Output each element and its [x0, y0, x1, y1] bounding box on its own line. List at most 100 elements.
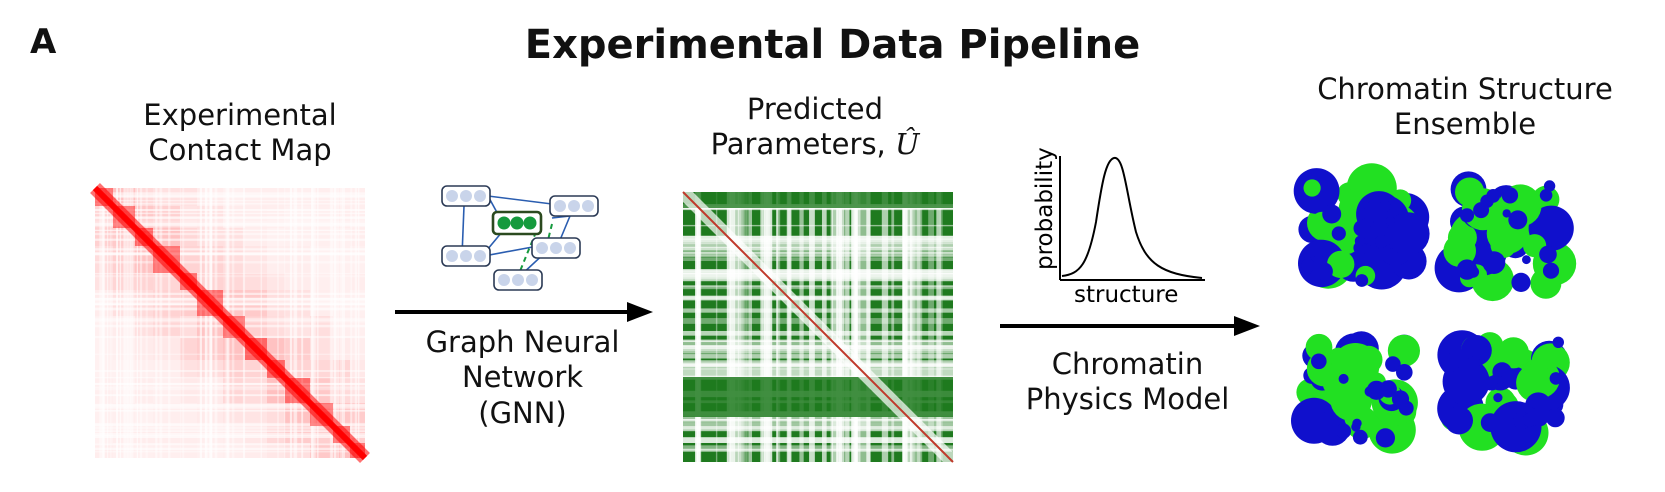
- parameter-stripe: [683, 254, 953, 257]
- parameter-stripe: [733, 192, 739, 462]
- gnn-node: [441, 185, 491, 207]
- parameter-stripe: [683, 251, 953, 255]
- contact-stripe: [95, 297, 365, 301]
- contact-block: [95, 228, 113, 246]
- contact-stripe: [95, 252, 365, 256]
- parameter-dark-band: [683, 192, 953, 208]
- chromatin-bead: [1486, 189, 1501, 203]
- gnn-caption: Graph Neural Network (GNN): [405, 325, 640, 431]
- parameter-stripe: [683, 270, 953, 278]
- parameter-dark-band: [683, 377, 953, 417]
- contact-stripe: [95, 426, 365, 430]
- parameter-stripe: [748, 192, 753, 462]
- parameter-stripe: [683, 448, 953, 452]
- contact-block: [350, 403, 365, 426]
- parameter-stripe: [683, 418, 953, 421]
- contact-stripe: [119, 188, 122, 458]
- contact-stripe: [294, 188, 298, 458]
- chromatin-bead: [1516, 363, 1555, 402]
- contact-stripe: [207, 188, 209, 458]
- gnn-node: [531, 237, 581, 259]
- chromatin-bead: [1379, 200, 1391, 212]
- contact-stripe: [159, 188, 162, 458]
- contact-stripe: [168, 188, 171, 458]
- contact-block: [333, 360, 350, 378]
- contact-stripe: [95, 203, 365, 205]
- contact-stripe: [95, 447, 365, 451]
- gnn-caption-line1: Graph Neural: [425, 325, 620, 359]
- contact-stripe: [95, 192, 365, 195]
- diagram-title: Experimental Data Pipeline: [524, 22, 1141, 68]
- chromatin-bead: [1497, 337, 1529, 369]
- contact-stripe: [95, 212, 365, 215]
- graph-neural-network-icon: [441, 185, 599, 291]
- parameter-stripe: [683, 426, 953, 432]
- parameter-stripe: [831, 192, 839, 462]
- contact-stripe: [277, 188, 279, 458]
- chromatin-bead: [1543, 180, 1556, 192]
- contact-block: [267, 403, 285, 426]
- parameter-stripe: [683, 308, 953, 313]
- chromatin-bead: [1338, 373, 1349, 384]
- chromatin-bead: [1374, 234, 1388, 248]
- contact-stripe: [127, 188, 130, 458]
- contact-stripe: [106, 188, 109, 458]
- contact-stripe: [123, 188, 127, 458]
- contact-stripe: [350, 188, 352, 458]
- contact-block: [333, 338, 350, 360]
- parameter-stripe: [907, 192, 915, 462]
- chromatin-bead: [1444, 352, 1462, 370]
- contact-stripe: [95, 382, 365, 386]
- contact-block: [113, 228, 135, 246]
- chromatin-bead: [1385, 216, 1395, 226]
- contact-stripe: [95, 275, 365, 278]
- chromatin-bead: [1331, 226, 1346, 241]
- contact-stripe: [145, 188, 148, 458]
- chromatin-bead: [1364, 386, 1376, 397]
- contact-stripe: [130, 188, 133, 458]
- chromatin-bead: [1458, 361, 1477, 380]
- gnn-node: [549, 195, 599, 217]
- contact-stripe: [301, 188, 304, 458]
- contact-stripe: [95, 300, 365, 302]
- parameter-stripe: [683, 274, 953, 280]
- parameter-stripe: [683, 285, 953, 288]
- chromatin-bead: [1539, 189, 1553, 202]
- chromatin-bead: [1327, 250, 1355, 279]
- contact-diagonal: [92, 185, 368, 461]
- contact-stripe: [139, 188, 143, 458]
- structure-ensemble-caption-line1: Chromatin Structure: [1317, 72, 1613, 106]
- contact-stripe: [95, 353, 365, 356]
- physics-model-caption: Chromatin Physics Model: [1010, 347, 1245, 418]
- parameters-label: Parameters,: [710, 127, 895, 162]
- parameter-stripe: [683, 348, 953, 354]
- parameter-stripe: [683, 242, 953, 248]
- contact-stripe: [110, 188, 112, 458]
- contact-stripe: [159, 188, 163, 458]
- chromatin-bead: [1314, 262, 1333, 281]
- chromatin-bead: [1461, 335, 1492, 366]
- contact-stripe: [95, 387, 365, 391]
- chromatin-bead: [1303, 179, 1321, 197]
- contact-stripe: [329, 188, 333, 458]
- parameter-stripe: [891, 192, 895, 462]
- chromatin-bead: [1309, 239, 1328, 258]
- contact-stripe: [95, 404, 365, 407]
- parameter-stripe: [683, 340, 953, 348]
- parameter-stripe: [683, 361, 953, 363]
- chromatin-structure-3: [1291, 331, 1420, 454]
- contact-block: [285, 338, 310, 360]
- contact-block: [350, 360, 365, 378]
- physics-model-caption-line1: Chromatin: [1051, 347, 1204, 381]
- gnn-caption-line3: (GNN): [478, 395, 567, 430]
- contact-map-caption: Experimental Contact Map: [95, 98, 385, 169]
- contact-stripe: [103, 188, 105, 458]
- parameter-stripe: [787, 192, 792, 462]
- contact-stripe: [95, 224, 365, 227]
- contact-stripe: [289, 188, 293, 458]
- chromatin-bead: [1351, 422, 1361, 432]
- chromatin-structure-1: [1293, 163, 1430, 290]
- contact-stripe: [311, 188, 314, 458]
- chromatin-bead: [1375, 428, 1395, 448]
- contact-stripe: [95, 404, 365, 407]
